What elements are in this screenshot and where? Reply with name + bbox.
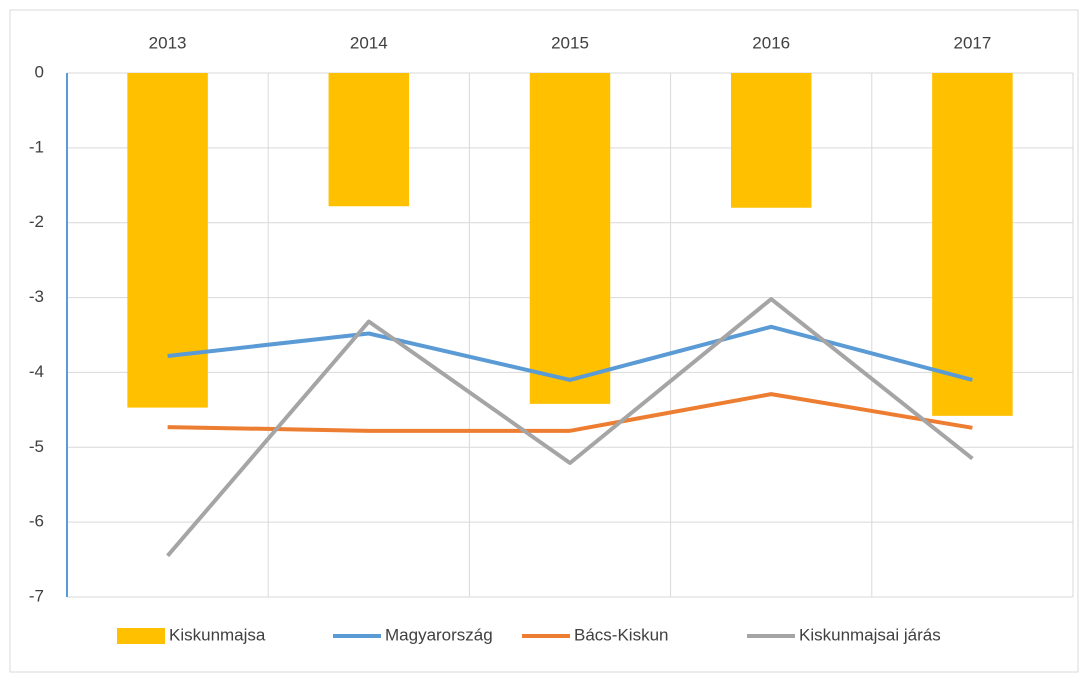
bar [730, 73, 812, 208]
bar [328, 73, 410, 207]
legend-label: Magyarország [385, 625, 493, 644]
y-tick-label: -5 [29, 437, 44, 456]
y-tick-label: -1 [29, 137, 44, 156]
line [166, 297, 974, 558]
legend-label: Bács-Kiskun [574, 625, 668, 644]
x-tick-label: 2016 [752, 33, 790, 52]
bar [127, 73, 208, 408]
y-tick-label: -4 [29, 362, 44, 381]
line [167, 324, 973, 382]
y-tick-label: -7 [29, 586, 44, 605]
legend-label: Kiskunmajsai járás [799, 625, 941, 644]
y-tick-label: -3 [29, 287, 44, 306]
y-tick-label: -6 [29, 512, 44, 531]
bar [932, 73, 1013, 416]
line [167, 392, 973, 433]
bar [529, 73, 611, 404]
legend-swatch [117, 628, 165, 644]
y-tick-label: 0 [35, 62, 44, 81]
legend-label: Kiskunmajsa [169, 625, 266, 644]
x-tick-label: 2013 [149, 33, 187, 52]
x-tick-label: 2017 [953, 33, 991, 52]
x-tick-label: 2014 [350, 33, 388, 52]
y-tick-label: -2 [29, 212, 44, 231]
x-tick-label: 2015 [551, 33, 589, 52]
